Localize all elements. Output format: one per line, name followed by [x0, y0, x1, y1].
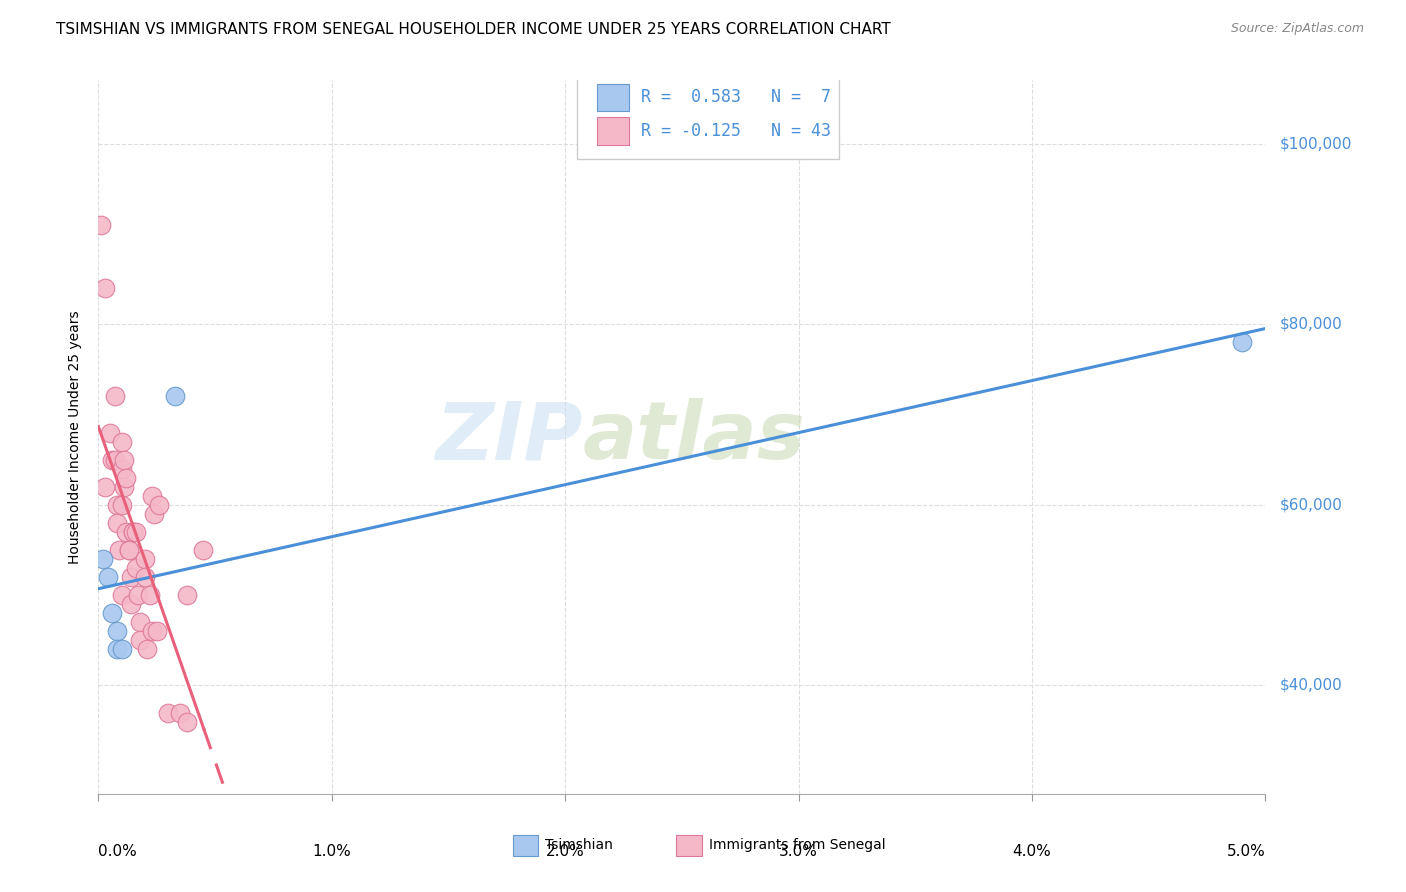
Point [105, 624, 128, 639]
Point [104, 452, 127, 467]
Point [125, 524, 148, 539]
Text: 5.0%: 5.0% [1226, 844, 1265, 859]
Text: Source: ZipAtlas.com: Source: ZipAtlas.com [1230, 22, 1364, 36]
Text: $40,000: $40,000 [1279, 678, 1343, 693]
Point [115, 471, 138, 485]
Text: $100,000: $100,000 [1279, 136, 1351, 151]
Point [134, 570, 156, 584]
Point [111, 498, 134, 512]
Point [125, 561, 148, 575]
Point [111, 588, 134, 602]
Point [111, 461, 134, 475]
Point [136, 642, 159, 657]
Point [104, 389, 127, 403]
FancyBboxPatch shape [676, 835, 702, 856]
Point [94, 281, 117, 295]
Point [120, 597, 142, 611]
Point [120, 570, 142, 584]
Y-axis label: Householder Income Under 25 years: Householder Income Under 25 years [69, 310, 83, 564]
Point [146, 624, 169, 639]
Text: 3.0%: 3.0% [779, 844, 818, 859]
Text: Tsimshian: Tsimshian [546, 838, 613, 852]
Point [143, 507, 166, 521]
Point [91, 552, 114, 566]
Point [101, 606, 124, 620]
Point [176, 588, 198, 602]
Point [105, 516, 128, 530]
Point [122, 524, 145, 539]
Text: $80,000: $80,000 [1279, 317, 1343, 332]
Text: Immigrants from Senegal: Immigrants from Senegal [709, 838, 886, 852]
Point [111, 434, 134, 449]
Text: 1.0%: 1.0% [312, 844, 352, 859]
Point [118, 543, 141, 558]
Point [129, 633, 152, 648]
Point [169, 706, 191, 720]
Point [165, 389, 187, 403]
Text: atlas: atlas [582, 398, 806, 476]
Point [141, 624, 163, 639]
FancyBboxPatch shape [513, 835, 538, 856]
Point [101, 452, 124, 467]
Text: ZIP: ZIP [436, 398, 582, 476]
Point [115, 524, 138, 539]
Point [134, 552, 156, 566]
Point [157, 706, 180, 720]
Point [105, 498, 128, 512]
Point [94, 480, 117, 494]
Point [141, 489, 163, 503]
Point [127, 588, 149, 602]
Text: 2.0%: 2.0% [546, 844, 585, 859]
FancyBboxPatch shape [596, 84, 630, 111]
Point [108, 543, 131, 558]
Point [112, 480, 135, 494]
Text: R =  0.583   N =  7: R = 0.583 N = 7 [641, 88, 831, 106]
Point [105, 642, 128, 657]
Point [122, 524, 145, 539]
Point [97, 570, 120, 584]
Text: $60,000: $60,000 [1279, 498, 1343, 512]
Point [176, 714, 198, 729]
Point [111, 642, 134, 657]
Point [148, 498, 170, 512]
Point [118, 543, 141, 558]
Point [129, 615, 152, 630]
Point [139, 588, 162, 602]
Point [1230, 335, 1253, 350]
Text: R = -0.125   N = 43: R = -0.125 N = 43 [641, 122, 831, 140]
Text: 0.0%: 0.0% [98, 844, 138, 859]
Point [112, 452, 135, 467]
Point [193, 543, 215, 558]
FancyBboxPatch shape [596, 118, 630, 145]
FancyBboxPatch shape [576, 70, 839, 159]
Point [98, 425, 121, 440]
Text: 4.0%: 4.0% [1012, 844, 1052, 859]
Point [90, 218, 112, 232]
Text: TSIMSHIAN VS IMMIGRANTS FROM SENEGAL HOUSEHOLDER INCOME UNDER 25 YEARS CORRELATI: TSIMSHIAN VS IMMIGRANTS FROM SENEGAL HOU… [56, 22, 891, 37]
